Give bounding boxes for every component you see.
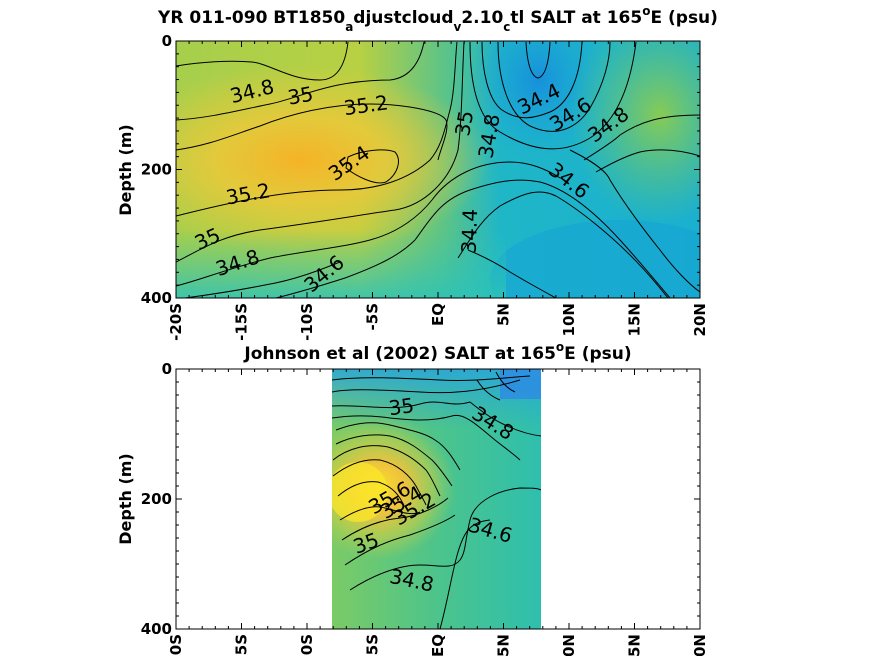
- y-tick-label: 400: [141, 289, 172, 307]
- panel-obs-ticks: -20S -15S -10S -5S EQ 5N 10N 15N 20N 0 200 400: [141, 360, 709, 656]
- x-tick-label: -5S: [364, 634, 382, 656]
- y-tick-label: 0: [162, 360, 172, 378]
- x-tick-label: 20N: [691, 634, 709, 656]
- contour-label: 35: [387, 393, 416, 420]
- panel-obs-field: 35 34.835.635.435.235 34.634.8: [332, 369, 541, 629]
- x-tick-label: -10S: [298, 303, 316, 341]
- x-tick-label: -20S: [167, 634, 185, 656]
- x-tick-label: EQ: [429, 303, 447, 326]
- x-tick-label: 15N: [626, 634, 644, 656]
- panel-model-ylabel: Depth (m): [116, 124, 135, 216]
- x-tick-label: -5S: [364, 303, 382, 330]
- y-tick-label: 400: [141, 620, 172, 638]
- panel-model-contours: [176, 41, 700, 298]
- y-tick-label: 200: [141, 490, 172, 508]
- y-tick-label: 200: [141, 161, 172, 179]
- x-tick-label: -20S: [167, 303, 185, 341]
- panel-model: YR 011-090 BT1850adjustcloudv2.10ctl SAL…: [116, 4, 718, 341]
- panel-obs-contours: [332, 371, 541, 629]
- x-tick-label: 15N: [626, 303, 644, 336]
- x-tick-label: 5N: [495, 303, 513, 326]
- contour-label: 34.4: [457, 209, 483, 254]
- panel-obs-ylabel: Depth (m): [116, 453, 135, 545]
- x-tick-label: 10N: [560, 303, 578, 336]
- x-tick-label: 10N: [560, 634, 578, 656]
- contour-label: 35: [450, 109, 478, 138]
- x-tick-label: 20N: [691, 303, 709, 336]
- y-tick-label: 0: [162, 32, 172, 50]
- x-tick-label: -15S: [233, 634, 251, 656]
- panel-model-title: YR 011-090 BT1850adjustcloudv2.10ctl SAL…: [157, 4, 718, 34]
- panel-model-ticks: -20S -15S -10S -5S EQ 5N 10N 15N 20N 0 200 400: [141, 32, 709, 341]
- x-tick-label: 5N: [495, 634, 513, 656]
- x-tick-label: -15S: [233, 303, 251, 341]
- x-tick-label: EQ: [429, 634, 447, 656]
- panel-obs-title: Johnson et al (2002) SALT at 165oE (psu): [243, 340, 631, 364]
- x-tick-label: -10S: [298, 634, 316, 656]
- panel-obs: Johnson et al (2002) SALT at 165oE (psu): [116, 340, 709, 656]
- contour-label: 35: [286, 82, 315, 110]
